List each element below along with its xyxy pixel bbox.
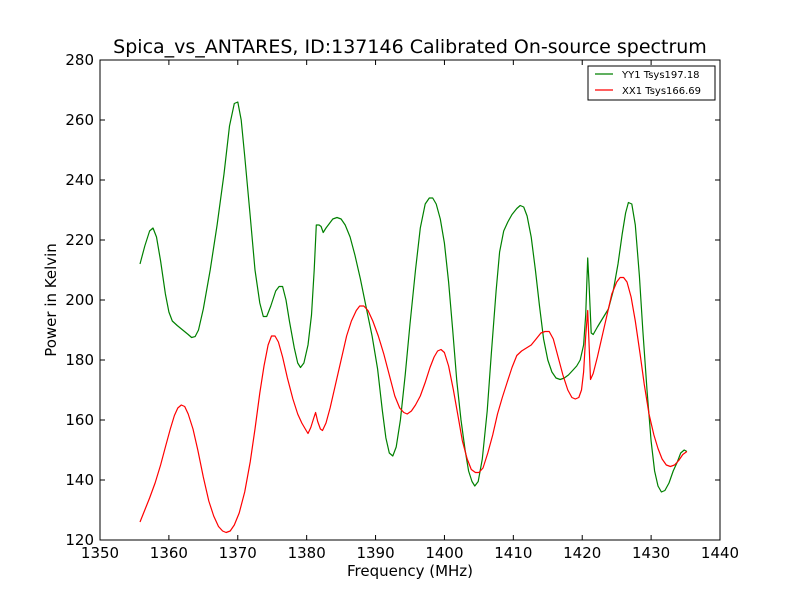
- y-tick-label: 120: [65, 531, 94, 549]
- y-tick-label: 240: [65, 171, 94, 189]
- x-tick-label: 1390: [356, 544, 394, 562]
- legend: YY1 Tsys197.18 XX1 Tsys166.69: [587, 65, 716, 101]
- y-tick-label: 160: [65, 411, 94, 429]
- x-tick-label: 1360: [150, 544, 188, 562]
- x-tick-label: 1380: [288, 544, 326, 562]
- y-tick-label: 280: [65, 51, 94, 69]
- x-tick-label: 1370: [219, 544, 257, 562]
- x-tick-label: 1430: [632, 544, 670, 562]
- chart-title: Spica_vs_ANTARES, ID:137146 Calibrated O…: [113, 36, 707, 58]
- y-tick-label: 260: [65, 111, 94, 129]
- x-tick-label: 1440: [701, 544, 739, 562]
- series-line-yy1: [139, 101, 688, 493]
- x-axis-label: Frequency (MHz): [347, 562, 473, 580]
- series-group: [139, 101, 688, 534]
- legend-label-xx1: XX1 Tsys166.69: [622, 86, 701, 97]
- x-tick-label: 1400: [425, 544, 463, 562]
- y-tick-label: 220: [65, 231, 94, 249]
- y-tick-label: 140: [65, 471, 94, 489]
- y-tick-label: 180: [65, 351, 94, 369]
- series-line-xx1: [139, 276, 688, 534]
- tick-group: 1350 1360 1370 1380 1390 1400 1410 1420 1430 1440…: [65, 51, 739, 562]
- y-axis-label: Power in Kelvin: [42, 243, 60, 357]
- legend-box: [587, 65, 716, 101]
- y-tick-label: 200: [65, 291, 94, 309]
- x-tick-label: 1350: [81, 544, 119, 562]
- x-tick-label: 1410: [494, 544, 532, 562]
- x-tick-label: 1420: [563, 544, 601, 562]
- legend-label-yy1: YY1 Tsys197.18: [621, 70, 700, 81]
